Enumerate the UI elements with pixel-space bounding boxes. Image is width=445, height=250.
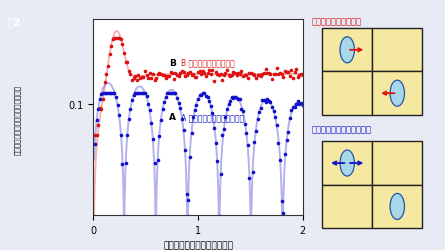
Text: 条件付きコヒーレント振動: 条件付きコヒーレント振動 <box>312 125 372 134</box>
Bar <box>322 29 372 72</box>
Circle shape <box>340 38 354 64</box>
Text: A 条件付きコヒーレント振動: A 条件付きコヒーレント振動 <box>181 113 244 122</box>
Text: B: B <box>169 58 176 68</box>
Bar <box>322 185 372 228</box>
Circle shape <box>390 194 405 220</box>
Text: A: A <box>169 113 176 122</box>
Bar <box>372 72 422 116</box>
Bar <box>372 185 422 228</box>
Bar <box>322 142 372 185</box>
Text: 図2: 図2 <box>8 18 21 28</box>
X-axis label: 電圧パルスの時間（ナノ秒）: 電圧パルスの時間（ナノ秒） <box>163 240 233 249</box>
Circle shape <box>340 150 354 176</box>
Bar <box>372 142 422 185</box>
Circle shape <box>390 81 405 107</box>
Bar <box>372 29 422 72</box>
Text: 相関コヒーレント振動: 相関コヒーレント振動 <box>312 17 361 26</box>
Text: 第１量子ビットの電流（任意単位）: 第１量子ビットの電流（任意単位） <box>15 85 21 155</box>
Text: B 相関コヒーレント振動: B 相関コヒーレント振動 <box>181 58 235 68</box>
Bar <box>322 72 372 116</box>
